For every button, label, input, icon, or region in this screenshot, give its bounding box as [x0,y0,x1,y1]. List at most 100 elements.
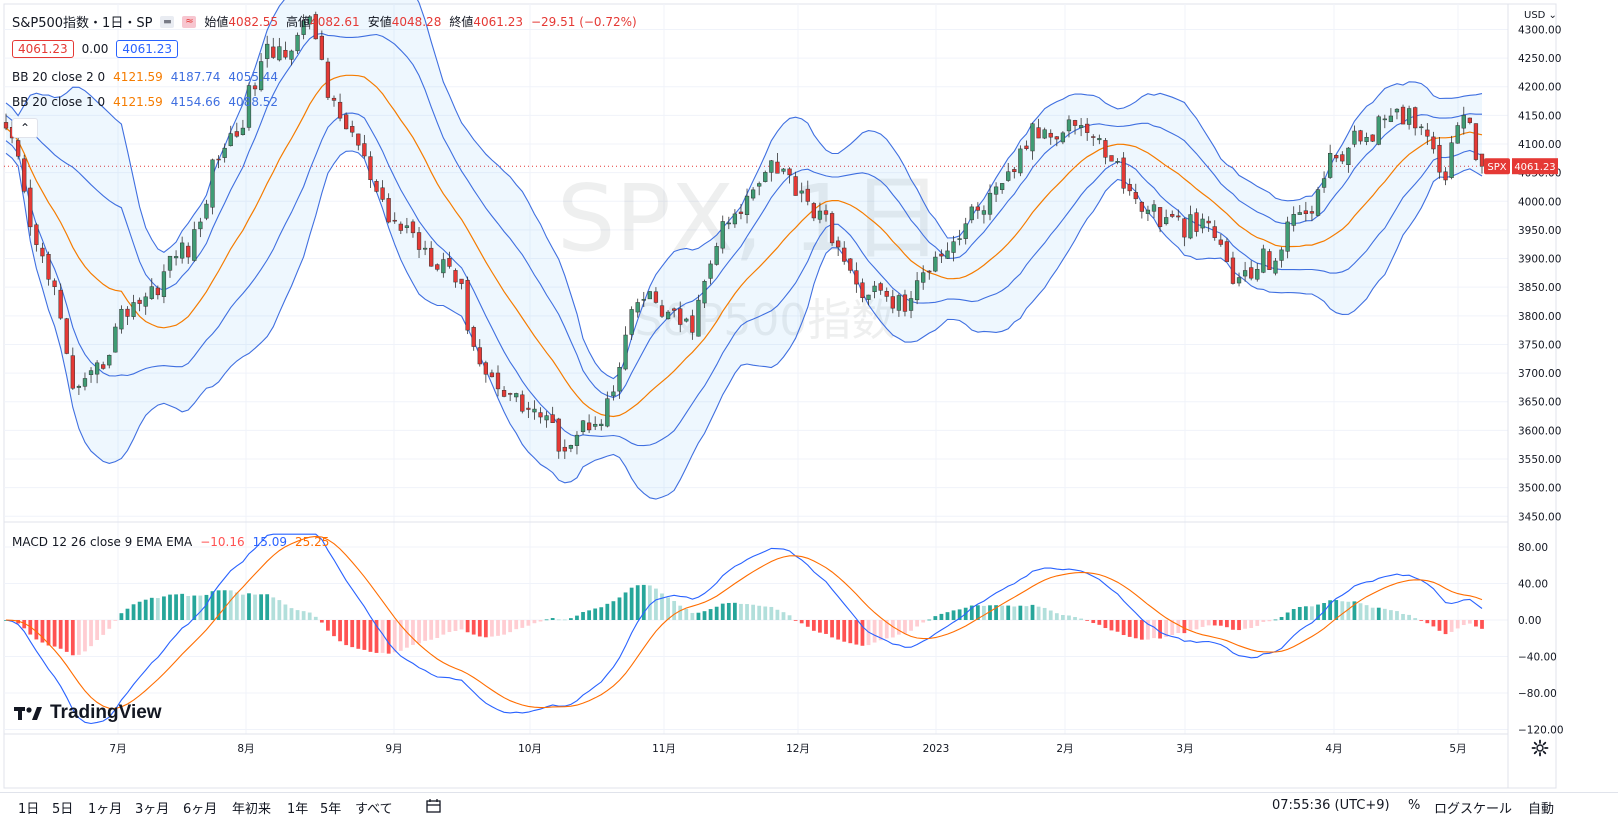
chart-canvas[interactable]: SPX, 1日 S&P500指数 4300.00 4250.00 4200.00 415… [0,0,1618,792]
macd-histogram-bar [216,590,221,620]
macd-histogram-bar [119,613,124,620]
bb2-legend[interactable]: BB 20 close 2 0 4121.59 4187.74 4055.44 [12,70,278,84]
currency-label[interactable]: USD ⌄ [1524,10,1557,21]
goto-date-icon[interactable] [425,797,443,819]
settings-gear-icon[interactable] [1531,739,1549,761]
candle-body [34,224,39,245]
candle [1042,127,1047,140]
candle [76,384,82,395]
compare-icon[interactable]: ≈ [182,15,197,28]
candle-body [1437,144,1442,173]
auto-scale-toggle[interactable]: 自動 [1528,802,1555,817]
candle-body [362,143,367,157]
macd-histogram-bar [708,609,713,620]
calendar-arrow-icon [426,799,441,813]
candle-body [1018,148,1023,174]
range-button-7[interactable]: 5年 [320,802,342,817]
candle-body [1370,134,1375,142]
candle-body [969,206,974,221]
candle [599,419,604,431]
quote-row: 4061.23 0.00 4061.23 [12,40,178,58]
candle [1443,167,1448,186]
candle-body [16,140,21,157]
macd-histogram-bar [113,620,118,621]
candle-body [70,355,75,389]
bb1-legend[interactable]: BB 20 close 1 0 4121.59 4154.66 4088.52 [12,95,278,109]
candle [1133,183,1138,205]
macd-histogram-bar [1085,620,1090,621]
range-button-5[interactable]: 年初来 [232,802,272,817]
candle [386,193,391,224]
macd-histogram-bar [253,594,257,620]
candle [277,37,282,62]
bottom-toolbar [0,792,1618,830]
macd-histogram-bar [423,620,427,641]
candle-body [495,372,501,390]
macd-histogram-bar [945,612,950,620]
bid-box[interactable]: 4061.23 [12,40,74,58]
macd-histogram-bar [143,599,148,620]
visibility-toggle[interactable]: ▬ [160,15,175,28]
candle [1121,152,1126,194]
candle [1048,129,1053,145]
tradingview-logo[interactable]: TradingView [14,702,162,724]
percent-toggle[interactable]: % [1408,798,1421,813]
candle-body [1297,212,1302,215]
candle-body [1406,108,1412,125]
candle-body [1054,136,1059,140]
range-button-6[interactable]: 1年 [287,802,309,817]
macd-histogram-bar [362,620,367,650]
symbol-title[interactable]: S&P500指数・1日・SP [12,16,153,31]
candle-body [732,213,738,225]
candle [119,305,124,334]
candle [137,297,142,312]
macd-histogram-bar [125,608,130,620]
ask-box[interactable]: 4061.23 [116,40,178,58]
macd-histogram-bar [1048,610,1053,620]
macd-histogram-bar [836,620,841,640]
candle-body [240,127,246,135]
candle-body [659,305,665,317]
clock[interactable]: 07:55:36 (UTC+9) [1272,798,1390,813]
macd-histogram-bar [40,620,45,643]
candle-body [1309,211,1315,214]
candle-body [1473,123,1479,160]
candle [1394,108,1400,120]
macd-histogram-bar [757,605,762,620]
candle [1242,261,1248,282]
candle [1127,178,1132,196]
candle [416,227,422,258]
candle-body [599,423,604,426]
candle-body [526,407,531,410]
candle-body [1103,140,1108,158]
macd-histogram-bar [617,597,622,620]
macd-legend[interactable]: MACD 12 26 close 9 EMA EMA −10.16 15.09 … [12,535,329,549]
candle [362,134,367,159]
log-scale-toggle[interactable]: ログスケール [1434,802,1513,817]
candle-body [1400,106,1406,125]
macd-histogram-bar [465,620,470,633]
candle [987,184,993,221]
candle-body [993,186,999,195]
range-button-1[interactable]: 5日 [52,802,74,817]
brand-name: TradingView [50,702,162,723]
macd-histogram-bar [70,620,75,656]
candle-body [471,327,476,347]
macd-histogram-bar [830,620,834,638]
candle [908,291,914,319]
collapse-legend-button[interactable]: ⌃ [12,118,38,138]
candle [477,339,482,367]
candle [398,221,403,235]
candle-body [94,362,100,375]
range-button-8[interactable]: すべて [355,802,393,817]
macd-histogram-bar [605,603,610,620]
range-button-3[interactable]: 3ヶ月 [135,802,170,817]
range-button-0[interactable]: 1日 [18,802,40,817]
candle-body [878,283,883,291]
range-button-2[interactable]: 1ヶ月 [88,802,123,817]
macd-histogram-bar [860,620,865,646]
candle-body [307,16,312,25]
range-button-4[interactable]: 6ヶ月 [183,802,218,817]
candle [732,209,738,228]
macd-histogram-bar [344,620,349,646]
